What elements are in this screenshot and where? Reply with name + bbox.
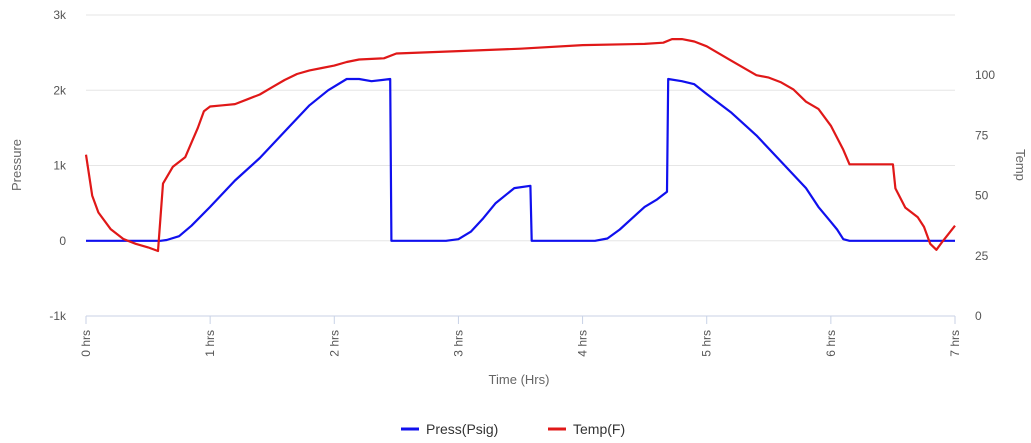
legend: Press(Psig) Temp(F) <box>401 421 625 437</box>
y-axis-left-title: Pressure <box>9 139 24 191</box>
x-tick-label: 6 hrs <box>824 330 838 357</box>
x-tick-label: 7 hrs <box>948 330 962 357</box>
y-left-tick-label: 0 <box>59 234 66 248</box>
legend-label-press: Press(Psig) <box>426 421 498 437</box>
x-tick-label: 2 hrs <box>327 330 341 357</box>
y-right-tick-label: 100 <box>975 68 995 82</box>
y-axis-right: 100 75 50 25 0 <box>975 68 995 323</box>
y-right-tick-label: 0 <box>975 309 982 323</box>
legend-item-temp[interactable]: Temp(F) <box>548 421 625 437</box>
gridlines <box>86 14 955 317</box>
legend-label-temp: Temp(F) <box>573 421 625 437</box>
x-tick-label: 5 hrs <box>700 330 714 357</box>
y-axis-left: 3k 2k 1k 0 -1k <box>49 8 67 323</box>
y-left-tick-label: 2k <box>53 83 67 97</box>
x-axis: 0 hrs 1 hrs 2 hrs 3 hrs 4 hrs 5 hrs 6 hrs 7 hrs <box>79 315 962 357</box>
y-right-tick-label: 75 <box>975 128 989 142</box>
y-right-tick-label: 25 <box>975 249 989 263</box>
y-left-tick-label: 1k <box>53 159 67 173</box>
x-tick-label: 4 hrs <box>576 330 590 357</box>
x-tick-label: 1 hrs <box>203 330 217 357</box>
y-axis-right-title: Temp <box>1013 149 1028 181</box>
series-layer <box>84 38 956 253</box>
y-left-tick-label: -1k <box>49 309 67 323</box>
legend-item-press[interactable]: Press(Psig) <box>401 421 498 437</box>
x-tick-label: 0 hrs <box>79 330 93 357</box>
series-line-press <box>86 77 955 242</box>
x-axis-title: Time (Hrs) <box>489 372 550 387</box>
series-line-temp <box>84 38 956 253</box>
x-tick-label: 3 hrs <box>451 330 465 357</box>
y-left-tick-label: 3k <box>53 8 67 22</box>
y-right-tick-label: 50 <box>975 189 989 203</box>
